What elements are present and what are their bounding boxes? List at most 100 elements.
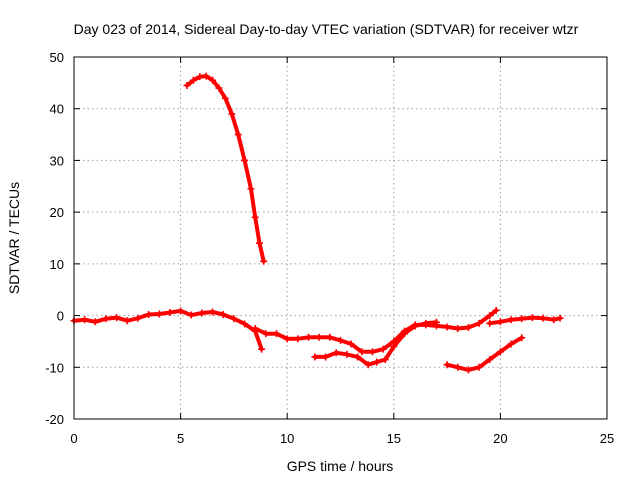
data-point	[486, 319, 494, 327]
data-point	[230, 315, 238, 323]
data-point	[262, 330, 270, 338]
y-tick-label: 20	[50, 205, 64, 220]
data-point	[183, 81, 191, 89]
series-line	[253, 308, 499, 354]
data-point	[539, 314, 547, 322]
data-point	[443, 323, 451, 331]
data-point	[241, 156, 249, 164]
data-point	[432, 318, 440, 326]
data-point	[390, 343, 398, 351]
data-point	[273, 330, 281, 338]
data-point	[337, 336, 344, 344]
data-point	[196, 73, 204, 81]
x-axis-label: GPS time / hours	[287, 458, 394, 474]
x-tick-label: 15	[387, 431, 401, 446]
data-point	[260, 257, 268, 265]
series-arc-4	[311, 318, 440, 369]
data-point	[496, 318, 504, 326]
data-point	[507, 340, 515, 348]
data-point	[422, 319, 430, 327]
data-point	[209, 308, 217, 316]
data-point	[247, 185, 255, 193]
data-point	[209, 76, 217, 84]
data-point	[381, 356, 389, 364]
data-point	[134, 314, 142, 322]
data-point	[198, 309, 206, 317]
data-point	[123, 317, 131, 325]
x-tick-label: 10	[280, 431, 294, 446]
data-point	[177, 307, 185, 315]
y-tick-label: -10	[45, 360, 64, 375]
series-arc-6	[486, 314, 564, 327]
x-tick-label: 0	[70, 431, 77, 446]
data-point	[234, 131, 242, 139]
data-point	[358, 348, 366, 356]
data-point	[518, 334, 526, 342]
data-point	[202, 72, 210, 80]
x-tick-label: 20	[493, 431, 507, 446]
data-point	[294, 335, 302, 343]
data-point	[343, 350, 351, 358]
data-point	[221, 94, 229, 102]
data-point	[322, 353, 330, 361]
data-point	[400, 330, 408, 338]
y-axis-label: SDTVAR / TECUs	[6, 182, 22, 294]
data-point	[91, 318, 99, 326]
chart-title: Day 023 of 2014, Sidereal Day-to-day VTE…	[74, 21, 579, 37]
data-point	[464, 366, 472, 374]
data-point	[315, 333, 323, 341]
data-point	[379, 345, 387, 353]
data-series	[70, 72, 564, 374]
data-point	[251, 213, 259, 221]
data-point	[454, 325, 462, 332]
data-point	[507, 316, 515, 324]
y-tick-label: 0	[57, 309, 64, 324]
tick-labels: 0 5 10 15 20 25 -20 -10 0 10 20 30 40 50	[45, 50, 614, 446]
data-point	[518, 315, 526, 323]
data-point	[550, 316, 558, 324]
data-point	[251, 325, 259, 332]
data-point	[475, 319, 483, 327]
data-point	[326, 333, 334, 341]
data-point	[241, 320, 249, 328]
grid-lines	[74, 57, 607, 419]
y-tick-label: 40	[50, 102, 64, 117]
data-point	[364, 361, 372, 369]
data-point	[454, 363, 462, 371]
series-arc-2	[183, 72, 268, 265]
data-point	[255, 239, 263, 247]
data-point	[311, 353, 319, 361]
data-point	[166, 308, 174, 316]
data-point	[464, 323, 472, 331]
data-point	[228, 110, 236, 118]
data-point	[556, 314, 564, 322]
data-point	[368, 348, 376, 356]
data-point	[486, 356, 494, 364]
series-arc-3	[251, 306, 500, 356]
data-point	[145, 311, 153, 319]
data-point	[354, 353, 362, 361]
y-tick-label: 30	[50, 153, 64, 168]
data-point	[258, 345, 266, 353]
data-point	[486, 312, 494, 320]
data-point	[443, 361, 451, 369]
data-point	[187, 311, 195, 319]
data-point	[113, 314, 121, 322]
data-point	[305, 333, 313, 341]
data-point	[189, 76, 197, 84]
data-point	[219, 311, 227, 319]
data-point	[411, 322, 419, 330]
data-point	[347, 340, 355, 348]
y-tick-label: -20	[45, 412, 64, 427]
data-point	[283, 335, 291, 343]
series-arc-5	[443, 334, 526, 374]
tick-marks	[73, 56, 608, 420]
series-arc-1	[70, 307, 266, 353]
data-point	[155, 310, 163, 318]
data-point	[81, 316, 89, 324]
plot-frame	[73, 56, 608, 420]
y-tick-label: 10	[50, 257, 64, 272]
series-line	[312, 320, 439, 367]
